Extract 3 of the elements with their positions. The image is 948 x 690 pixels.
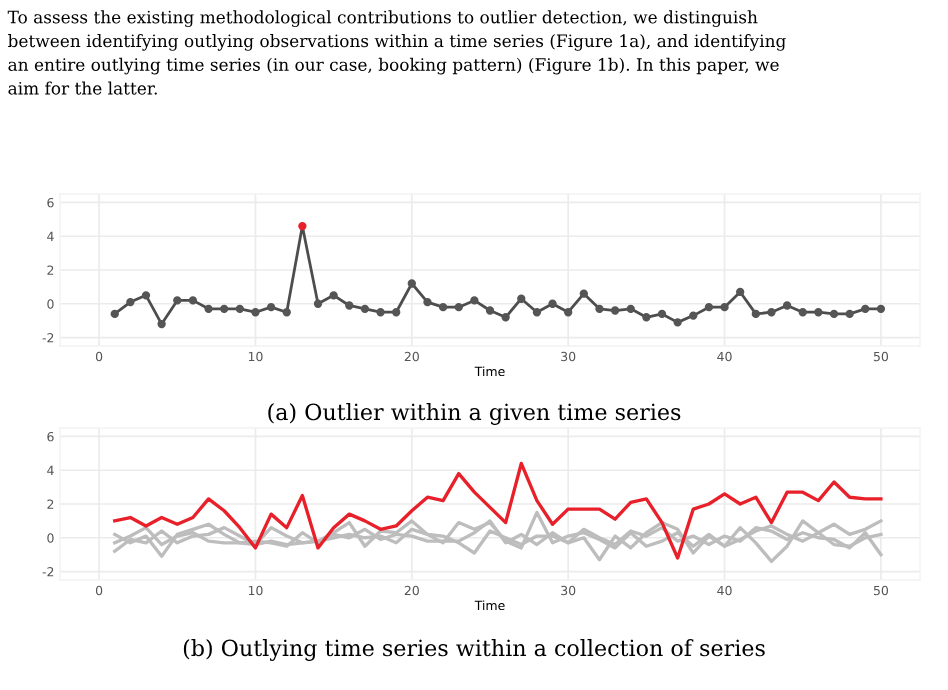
text: (b) Outlying time series within a collection of series <box>183 639 765 661</box>
text: (a) Outlier within a given time series <box>268 403 681 425</box>
text: To assess the existing methodological contributions to outlier detection, we distinguish between identifying outlying observations within a time series (Figure 1a), and identifying an entire outlying time series (in our case, booking pattern) (Figure 1b). In this paper, we aim for the latter. <box>7 10 786 95</box>
